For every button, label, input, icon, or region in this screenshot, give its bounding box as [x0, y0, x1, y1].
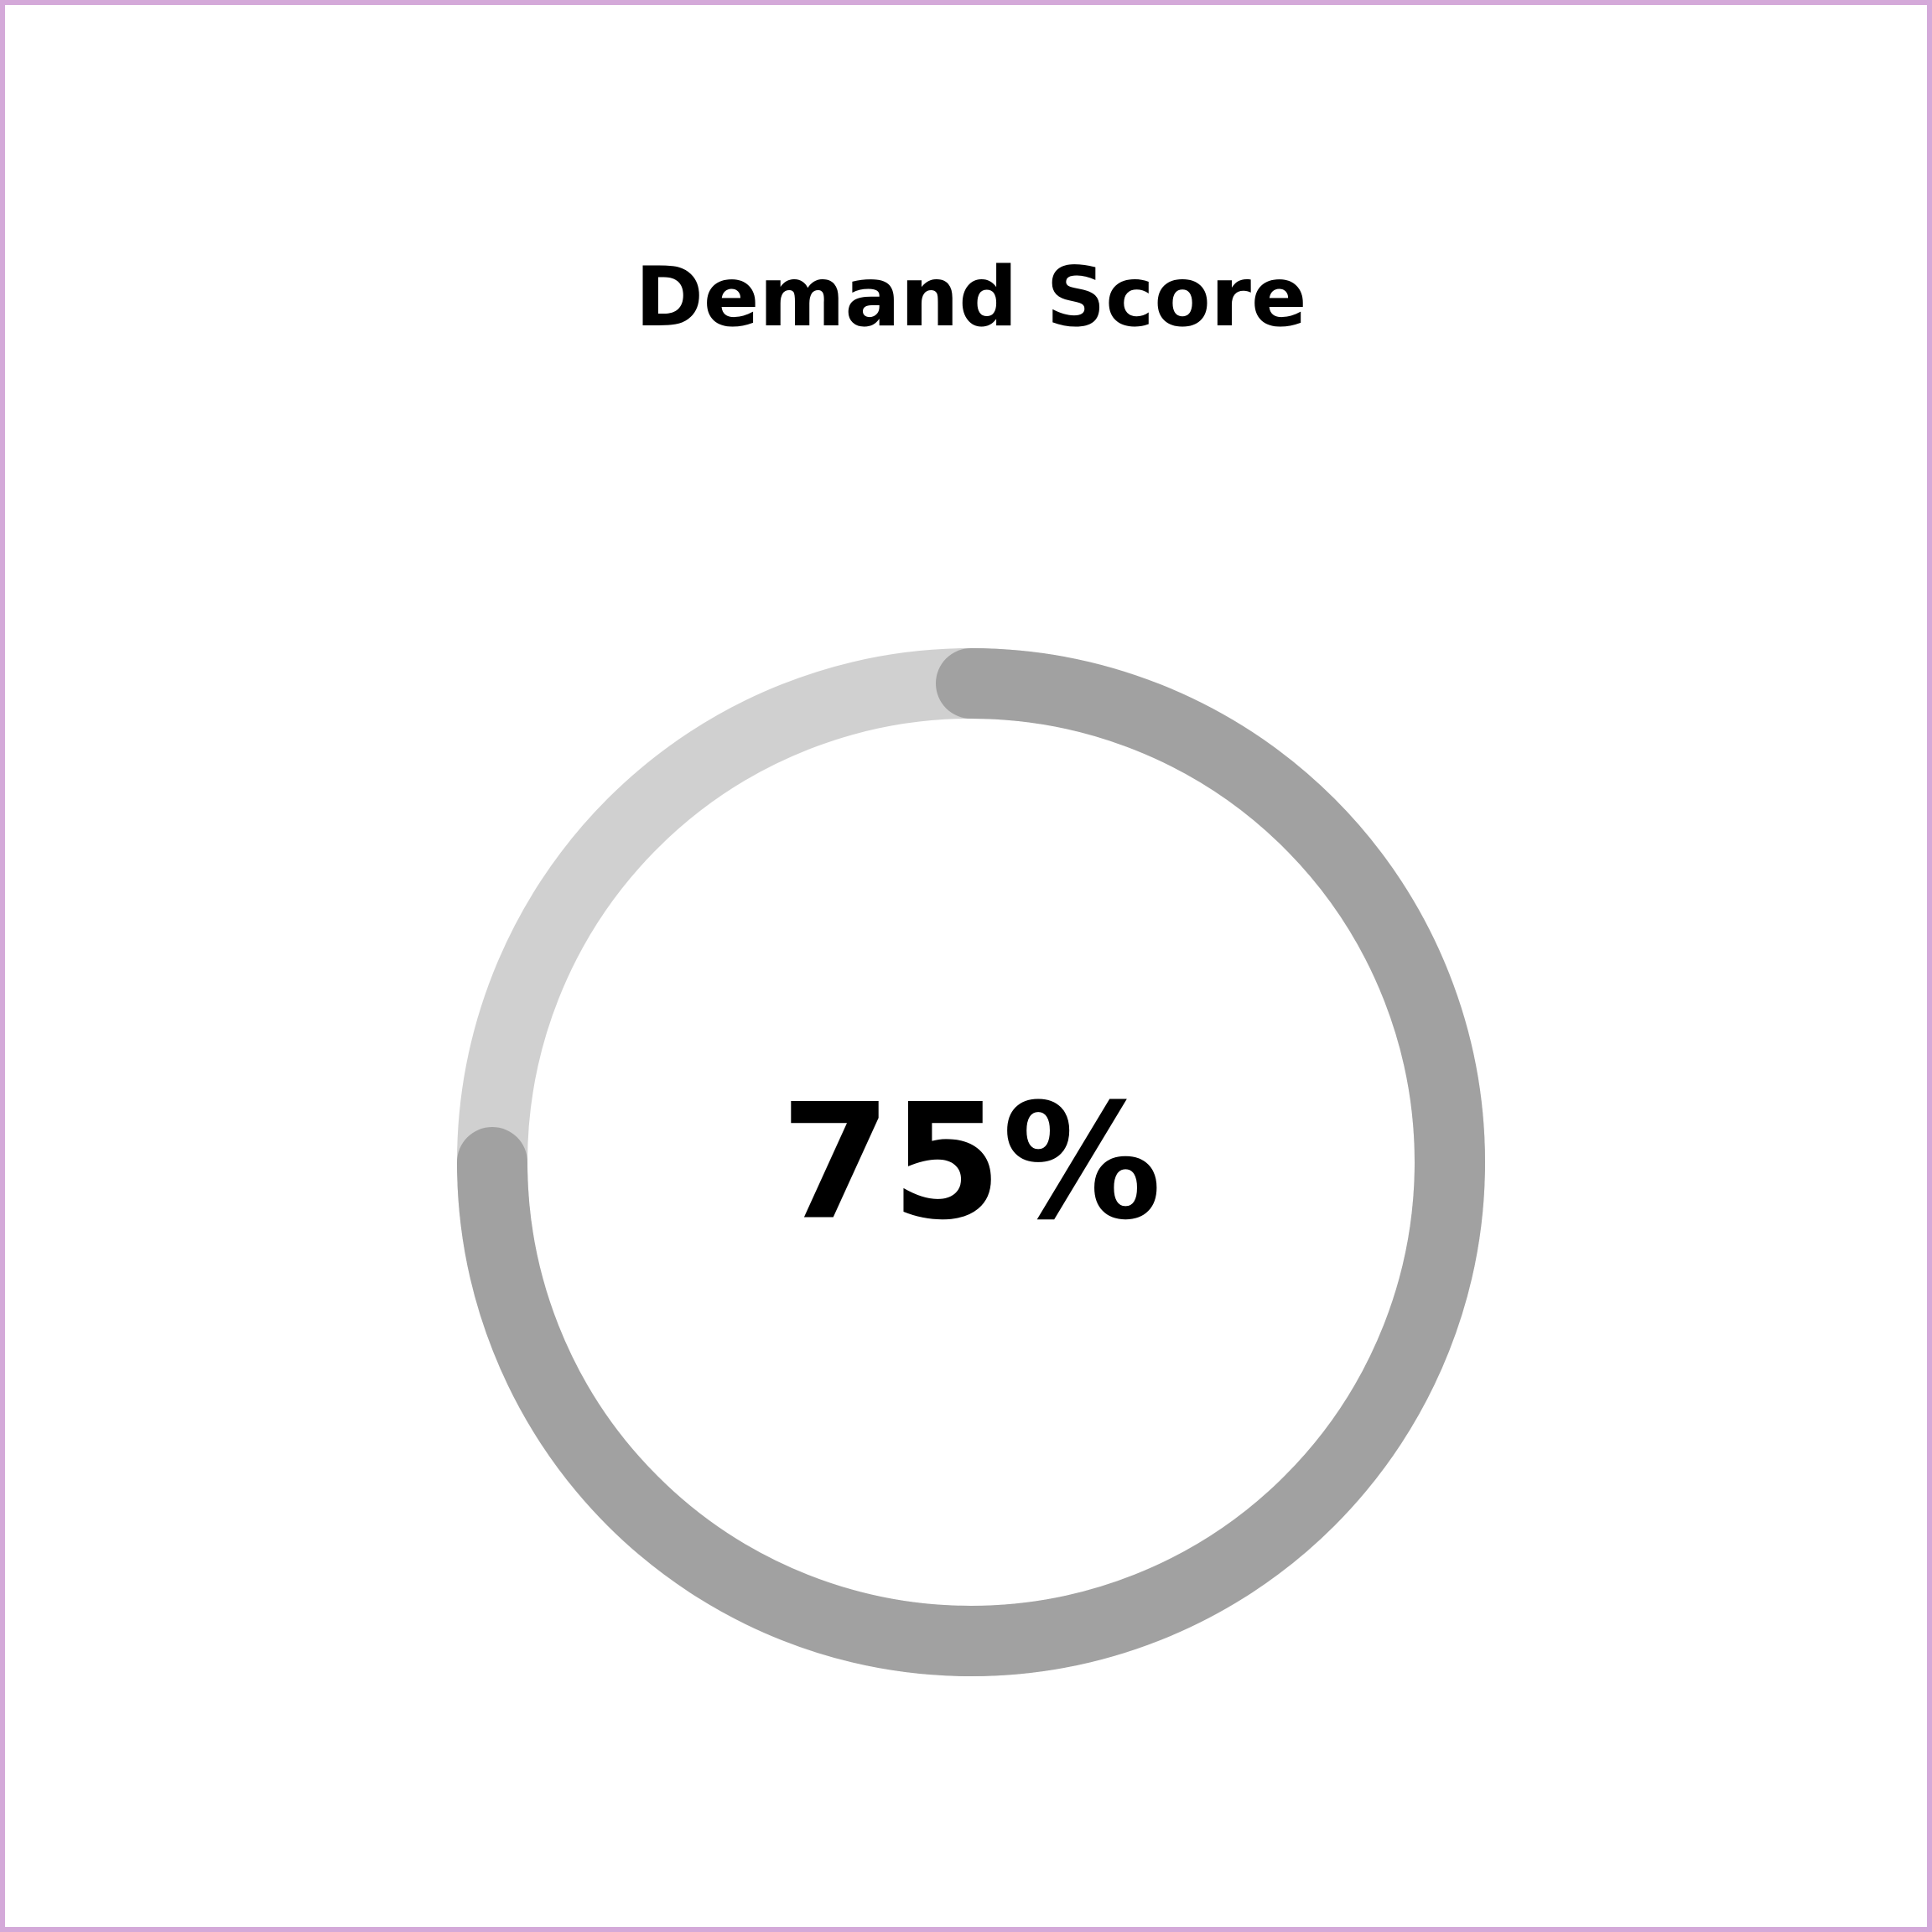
chart-title: Demand Score	[636, 250, 1307, 345]
gauge-progress-arc	[457, 648, 1485, 1676]
gauge-value-label: 75%	[781, 1070, 1162, 1255]
gauge-chart: Demand Score 75%	[457, 250, 1485, 1676]
